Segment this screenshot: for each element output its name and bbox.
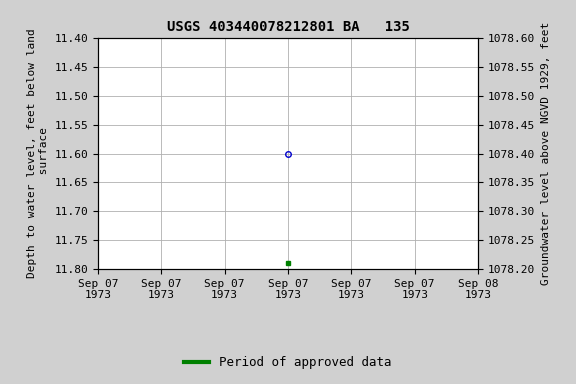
Y-axis label: Depth to water level, feet below land
 surface: Depth to water level, feet below land su…	[27, 29, 49, 278]
Title: USGS 403440078212801 BA   135: USGS 403440078212801 BA 135	[166, 20, 410, 35]
Legend: Period of approved data: Period of approved data	[179, 351, 397, 374]
Y-axis label: Groundwater level above NGVD 1929, feet: Groundwater level above NGVD 1929, feet	[541, 22, 551, 285]
